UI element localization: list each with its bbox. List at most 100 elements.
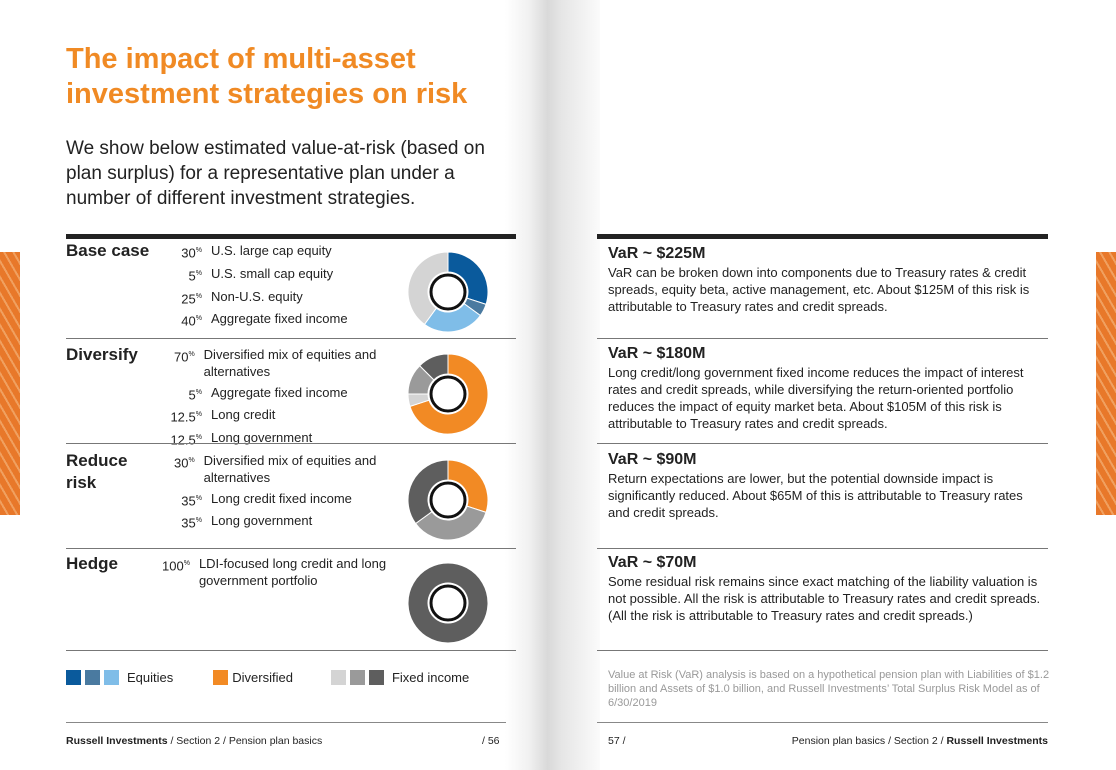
allocation-item: 35% Long government (162, 512, 402, 531)
legend: Equities Diversified Fixed income (66, 670, 469, 685)
allocation-item: 70% Diversified mix of equities and alter… (162, 346, 402, 380)
allocation-pct: 12.5% (170, 432, 202, 448)
var-text-extra: (All the risk is attributable to Treasur… (608, 608, 973, 623)
legend-equities: Equities (127, 670, 174, 685)
legend-swatch (213, 670, 229, 685)
strategy-name: Diversify (66, 345, 138, 364)
legend-swatch (330, 670, 346, 685)
page-gutter (505, 0, 600, 770)
var-text: Long credit/long government fixed income… (608, 365, 1024, 431)
legend-fixed-income: Fixed income (391, 670, 470, 685)
allocation-pct: 35% (181, 515, 202, 531)
footer-brand: Russell Investments (66, 735, 168, 747)
legend-swatch (349, 670, 365, 685)
allocation-label: Diversified mix of equities and alternat… (203, 347, 377, 379)
var-text: Some residual risk remains since exact m… (608, 574, 1041, 606)
allocation-list: 70% Diversified mix of equities and alter… (162, 346, 402, 452)
divider (597, 443, 1048, 444)
allocation-pct: 40% (181, 313, 202, 329)
allocation-item: 40% Aggregate fixed income (162, 310, 402, 329)
donut-segment (419, 353, 449, 381)
footer-left: Russell Investments / Section 2 / Pensio… (66, 735, 322, 747)
var-block: VaR ~ $225M VaR can be broken down into c… (608, 244, 1048, 315)
allocation-list: 30% Diversified mix of equities and alter… (162, 452, 402, 535)
donut-center-ring (429, 375, 467, 413)
footer-right: Pension plan basics / Section 2 / Russel… (792, 735, 1048, 747)
divider (597, 338, 1048, 339)
allocation-pct: 100% (162, 558, 190, 574)
divider (66, 338, 516, 339)
var-footnote: Value at Risk (VaR) analysis is based on… (608, 669, 1050, 709)
intro-text: We show below estimated value-at-risk (b… (66, 138, 485, 209)
allocation-donut (407, 562, 489, 644)
strategy-name: Reduce risk (66, 451, 128, 492)
legend-swatch (66, 670, 81, 685)
var-heading: VaR ~ $180M (608, 345, 706, 362)
var-block: VaR ~ $90M Return expectations are lower,… (608, 450, 1048, 521)
allocation-label: U.S. large cap equity (211, 243, 332, 258)
allocation-pct: 30% (181, 245, 202, 261)
allocation-label: Non-U.S. equity (211, 288, 303, 304)
allocation-donut (407, 251, 489, 333)
allocation-pct: 5% (188, 268, 202, 284)
allocation-item: 5% U.S. small cap equity (162, 265, 402, 284)
allocation-pct: 30% (173, 455, 195, 471)
donut-segment (407, 459, 449, 525)
allocation-pct: 25% (181, 290, 202, 306)
page-number-left: / 56 (482, 735, 500, 747)
divider (66, 234, 516, 239)
allocation-item: 30% Diversified mix of equities and alter… (162, 452, 402, 486)
allocation-item: 12.5% Long credit (162, 406, 402, 425)
allocation-label: Long government (211, 430, 313, 446)
var-text: VaR can be broken down into components d… (608, 265, 1030, 314)
donut-segment (407, 251, 449, 326)
divider (66, 548, 516, 549)
allocation-label: Aggregate fixed income (211, 384, 348, 400)
donut-center-ring (429, 273, 467, 311)
allocation-list: 30% U.S. large cap equity 5% U.S. small cap… (162, 242, 402, 333)
divider (597, 650, 1048, 651)
allocation-pct: 12.5% (170, 409, 202, 425)
allocation-list: 100% LDI-focused long credit and long gov… (162, 555, 402, 593)
strategy-row: Base case 30% U.S. large cap equity 5% U.S. … (66, 240, 506, 340)
donut-center-ring (429, 584, 467, 622)
allocation-item: 100% LDI-focused long credit and long gov… (162, 555, 402, 589)
allocation-pct: 5% (188, 386, 202, 402)
var-heading: VaR ~ $90M (608, 451, 697, 468)
footer-path: / Section 2 / Pension plan basics (167, 735, 323, 747)
legend-swatch (368, 670, 384, 685)
divider (66, 650, 516, 651)
divider (66, 722, 506, 723)
donut-segment (409, 353, 489, 435)
left-edge-tab (0, 252, 20, 515)
strategy-row: Diversify 70% Diversified mix of equities … (66, 344, 506, 447)
strategy-name: Hedge (66, 554, 118, 573)
allocation-item: 5% Aggregate fixed income (162, 384, 402, 403)
allocation-label: Long credit (211, 407, 276, 423)
page-number-right: 57 / (608, 735, 626, 747)
page-title: The impact of multi-asset investment str… (66, 43, 468, 110)
strategy-row: Reduce risk 30% Diversified mix of equitie… (66, 450, 506, 550)
donut-segment (407, 562, 489, 644)
var-block: VaR ~ $70M Some residual risk remains sin… (608, 553, 1048, 624)
allocation-pct: 35% (181, 492, 202, 508)
allocation-donut (407, 353, 489, 435)
var-text: Return expectations are lower, but the p… (608, 471, 1023, 520)
allocation-label: Long government (211, 513, 313, 529)
legend-swatch (85, 670, 100, 685)
footer-path: Pension plan basics / Section 2 / (791, 735, 947, 747)
allocation-label: Aggregate fixed income (211, 311, 348, 327)
allocation-label: Diversified mix of equities and alternat… (203, 453, 377, 485)
strategy-name: Base case (66, 241, 150, 260)
allocation-label: Long credit fixed income (211, 490, 352, 506)
allocation-item: 30% U.S. large cap equity (162, 242, 402, 261)
var-heading: VaR ~ $70M (608, 554, 697, 571)
legend-diversified: Diversified (232, 670, 293, 685)
footer-brand: Russell Investments (946, 735, 1048, 747)
allocation-item: 12.5% Long government (162, 429, 402, 448)
allocation-item: 35% Long credit fixed income (162, 490, 402, 509)
allocation-donut (407, 459, 489, 541)
divider (66, 443, 516, 444)
right-edge-tab (1096, 252, 1116, 515)
donut-center-ring (429, 481, 467, 519)
